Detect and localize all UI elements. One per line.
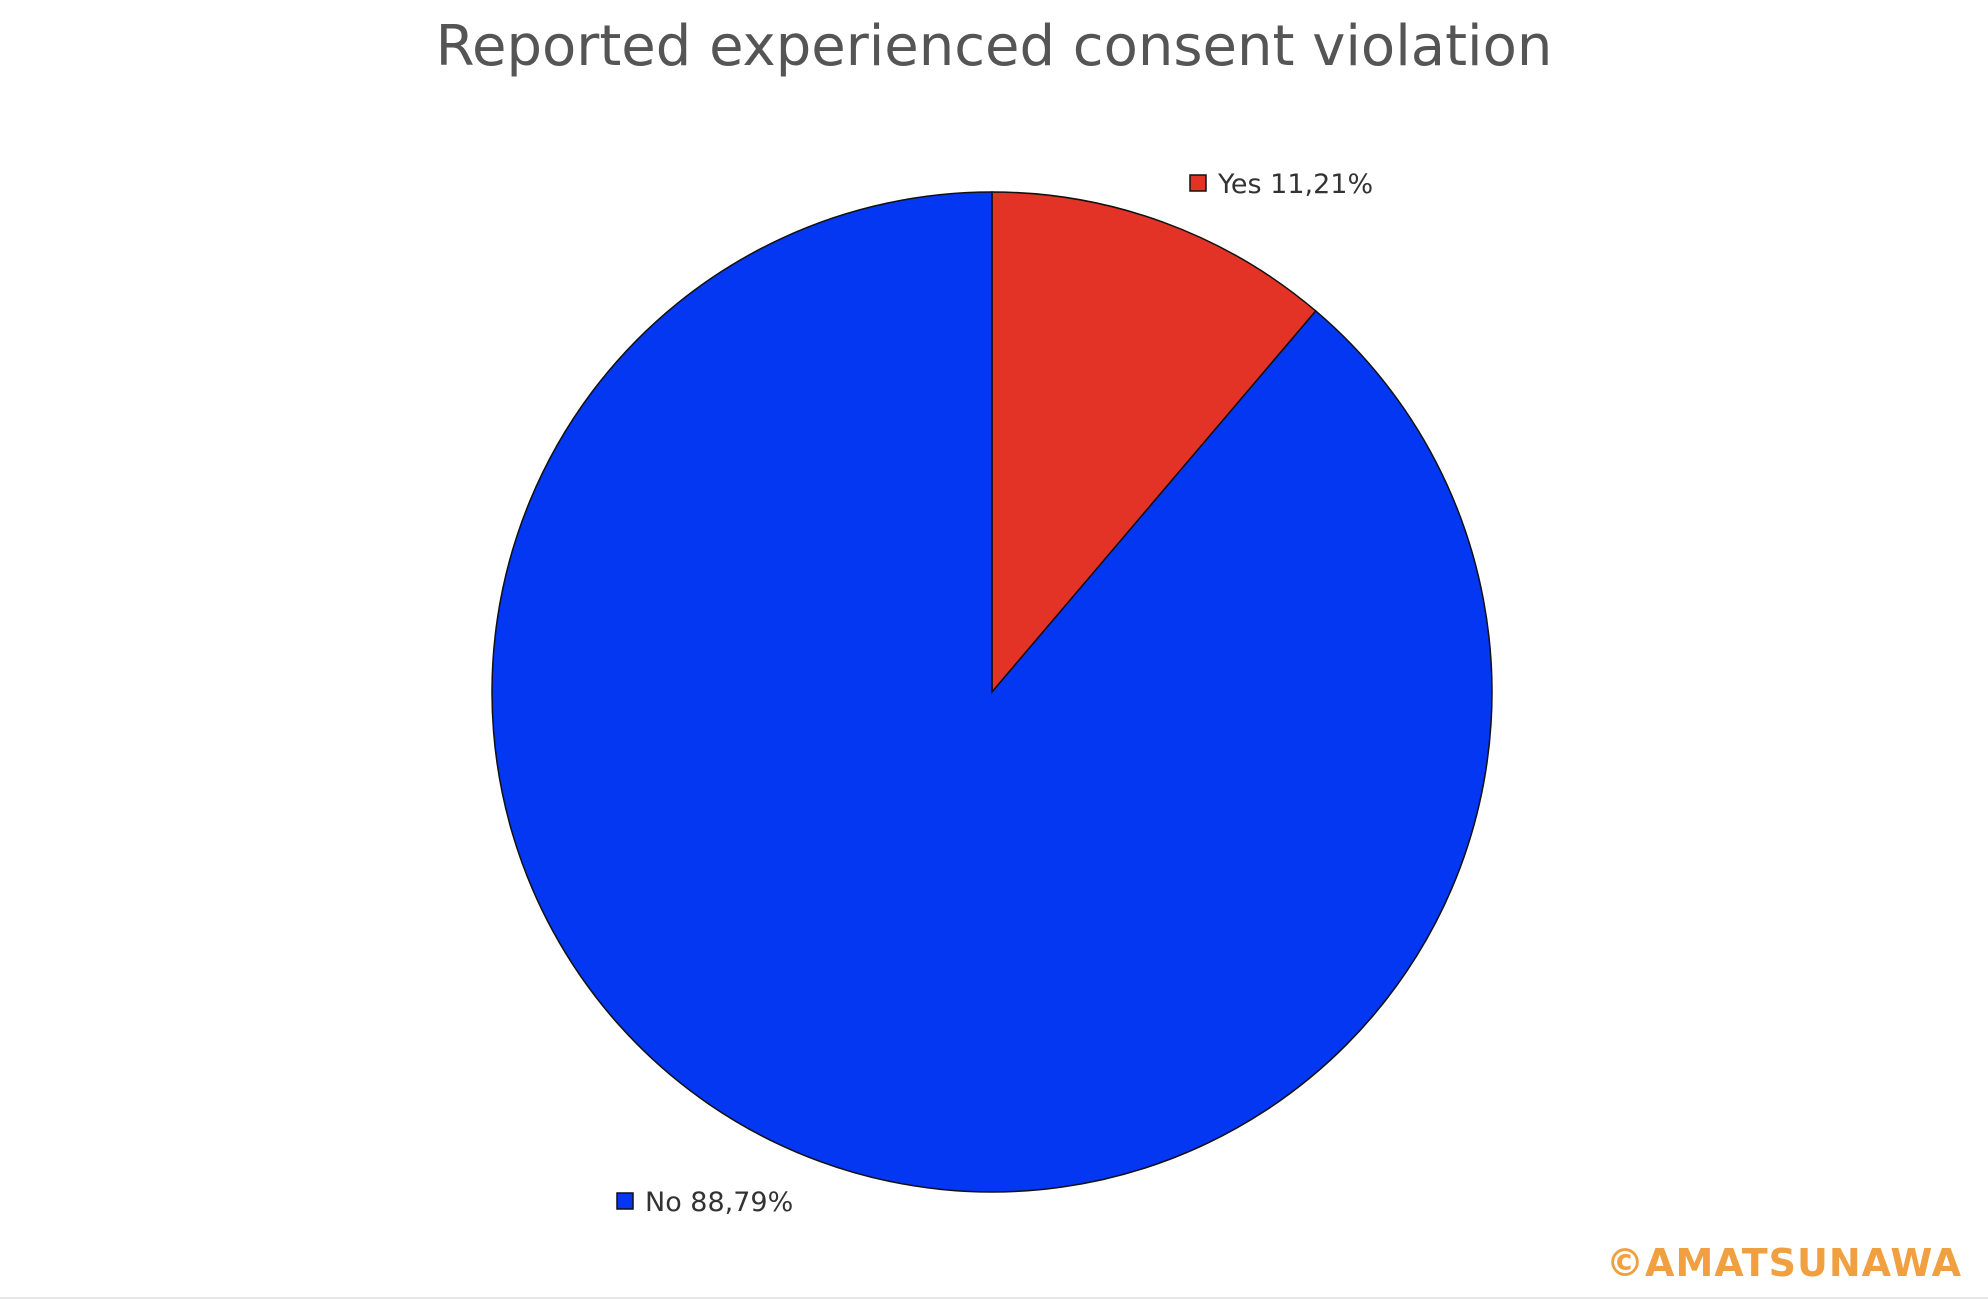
pie-slice-no xyxy=(491,191,1493,1193)
legend-swatch-no xyxy=(616,1192,634,1210)
slice-label-yes: Yes 11,21% xyxy=(1217,169,1373,200)
legend-swatch-yes xyxy=(1189,174,1207,192)
bottom-divider xyxy=(0,1297,1988,1299)
pie-labels: Yes 11,21% No 88,79% xyxy=(616,169,1373,1218)
chart-title: Reported experienced consent violation xyxy=(435,14,1553,79)
pie-slice-yes xyxy=(991,191,1317,695)
pie-slices xyxy=(491,191,1493,1193)
slice-label-no: No 88,79% xyxy=(645,1187,793,1218)
watermark: ©AMATSUNAWA xyxy=(1606,1241,1962,1285)
